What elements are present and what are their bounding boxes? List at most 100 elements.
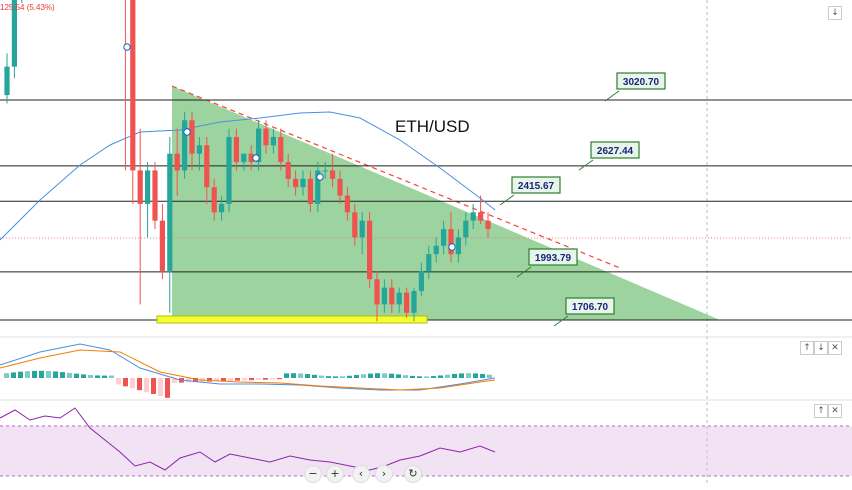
zoom-in-button[interactable]: +	[326, 465, 344, 483]
candle-body-53	[396, 292, 402, 305]
pane-up-button-macd[interactable]: ↑	[800, 341, 814, 355]
pane-close-button-rsi[interactable]: ✕	[828, 404, 842, 418]
scroll-left-button[interactable]: ‹	[352, 465, 370, 483]
level-label-box	[616, 72, 666, 90]
candle-body-30	[226, 136, 232, 204]
candle-body-61	[455, 237, 461, 255]
candle-body-55	[411, 290, 417, 313]
macd-bar-26	[186, 378, 191, 383]
macd-bar-14	[102, 375, 107, 378]
macd-bar-1	[11, 372, 16, 378]
macd-bar-40	[284, 373, 289, 378]
macd-bar-11	[81, 374, 86, 378]
candle-body-43	[322, 170, 328, 172]
event-marker-0	[123, 43, 131, 51]
macd-bar-22	[158, 378, 163, 396]
macd-bar-16	[116, 378, 121, 385]
pane-close-button-macd[interactable]: ✕	[828, 341, 842, 355]
candle-body-0	[4, 66, 10, 96]
macd-bar-46	[326, 376, 331, 378]
macd-bar-51	[361, 374, 366, 378]
level-label-text: 1993.79	[535, 253, 572, 264]
macd-bar-32	[228, 378, 233, 381]
macd-bar-45	[319, 375, 324, 378]
event-marker-1	[183, 128, 191, 136]
macd-bar-41	[291, 373, 296, 378]
candle-body-29	[219, 203, 225, 213]
macd-bar-9	[67, 372, 72, 378]
level-leader	[553, 315, 569, 327]
macd-bar-59	[417, 376, 422, 378]
level-label-box	[565, 297, 615, 315]
price-change-text: 125.54 (5.43%)	[0, 3, 55, 12]
macd-bar-36	[256, 378, 261, 380]
rsi-band	[0, 426, 852, 476]
macd-bar-4	[32, 370, 37, 378]
level-label-text: 2415.67	[518, 181, 555, 192]
macd-bar-6	[46, 371, 51, 378]
chart-title: ETH/USD	[395, 117, 470, 136]
candle-body-65	[485, 220, 491, 230]
macd-bar-55	[389, 373, 394, 378]
event-marker-2	[252, 154, 260, 162]
macd-bar-29	[207, 378, 212, 382]
rsi-line	[0, 407, 496, 471]
candle-body-39	[293, 178, 299, 188]
scroll-down-button[interactable]: ↓	[828, 6, 842, 20]
candle-body-64	[478, 212, 484, 221]
macd-bar-67	[473, 373, 478, 378]
level-leader	[516, 266, 532, 278]
macd-bar-35	[249, 378, 254, 381]
macd-bar-54	[382, 373, 387, 378]
macd-bar-57	[403, 375, 408, 378]
level-label-box	[590, 141, 640, 159]
macd-bar-0	[4, 373, 9, 378]
macd-bar-63	[445, 374, 450, 378]
candle-body-48	[359, 220, 365, 238]
level-label-text: 2627.44	[597, 146, 634, 157]
macd-bar-37	[263, 378, 268, 380]
macd-bar-58	[410, 375, 415, 378]
macd-bar-53	[375, 373, 380, 378]
reset-chart-button[interactable]: ↻	[404, 465, 422, 483]
macd-bar-66	[466, 373, 471, 378]
macd-bar-27	[193, 378, 198, 383]
macd-bar-44	[312, 374, 317, 378]
level-label-text: 3020.70	[623, 77, 660, 88]
support-zone-box	[156, 315, 428, 324]
macd-bar-52	[368, 373, 373, 378]
candle-body-32	[241, 153, 247, 163]
level-leader	[578, 159, 594, 171]
candle-body-41	[307, 178, 313, 204]
macd-bar-31	[221, 378, 226, 382]
candle-body-25	[189, 120, 195, 154]
candle-body-42	[315, 170, 321, 204]
pane-up-button-rsi[interactable]: ↑	[814, 404, 828, 418]
scroll-right-button[interactable]: ›	[375, 465, 393, 483]
candle-body-45	[337, 178, 343, 196]
macd-bar-33	[235, 378, 240, 381]
zoom-out-button[interactable]: −	[304, 465, 322, 483]
candle-body-49	[367, 220, 373, 280]
level-leader	[604, 90, 620, 102]
candle-body-50	[374, 279, 380, 305]
macd-bar-20	[144, 378, 149, 393]
macd-line	[0, 343, 496, 391]
macd-bar-38	[270, 378, 275, 380]
candle-body-36	[270, 136, 276, 146]
level-label-1993-79: 1993.79	[516, 248, 578, 278]
macd-bar-23	[165, 378, 170, 398]
level-label-text: 1706.70	[572, 302, 609, 313]
pane-down-button-macd[interactable]: ↓	[814, 341, 828, 355]
macd-bar-2	[18, 371, 23, 378]
macd-bar-62	[438, 375, 443, 378]
level-leader	[499, 194, 515, 206]
candle-body-37	[278, 136, 284, 163]
candle-body-51	[381, 287, 387, 305]
candle-body-60	[448, 229, 454, 255]
candle-body-23	[174, 153, 180, 171]
candle-body-62	[463, 220, 469, 238]
macd-bar-69	[487, 374, 492, 378]
